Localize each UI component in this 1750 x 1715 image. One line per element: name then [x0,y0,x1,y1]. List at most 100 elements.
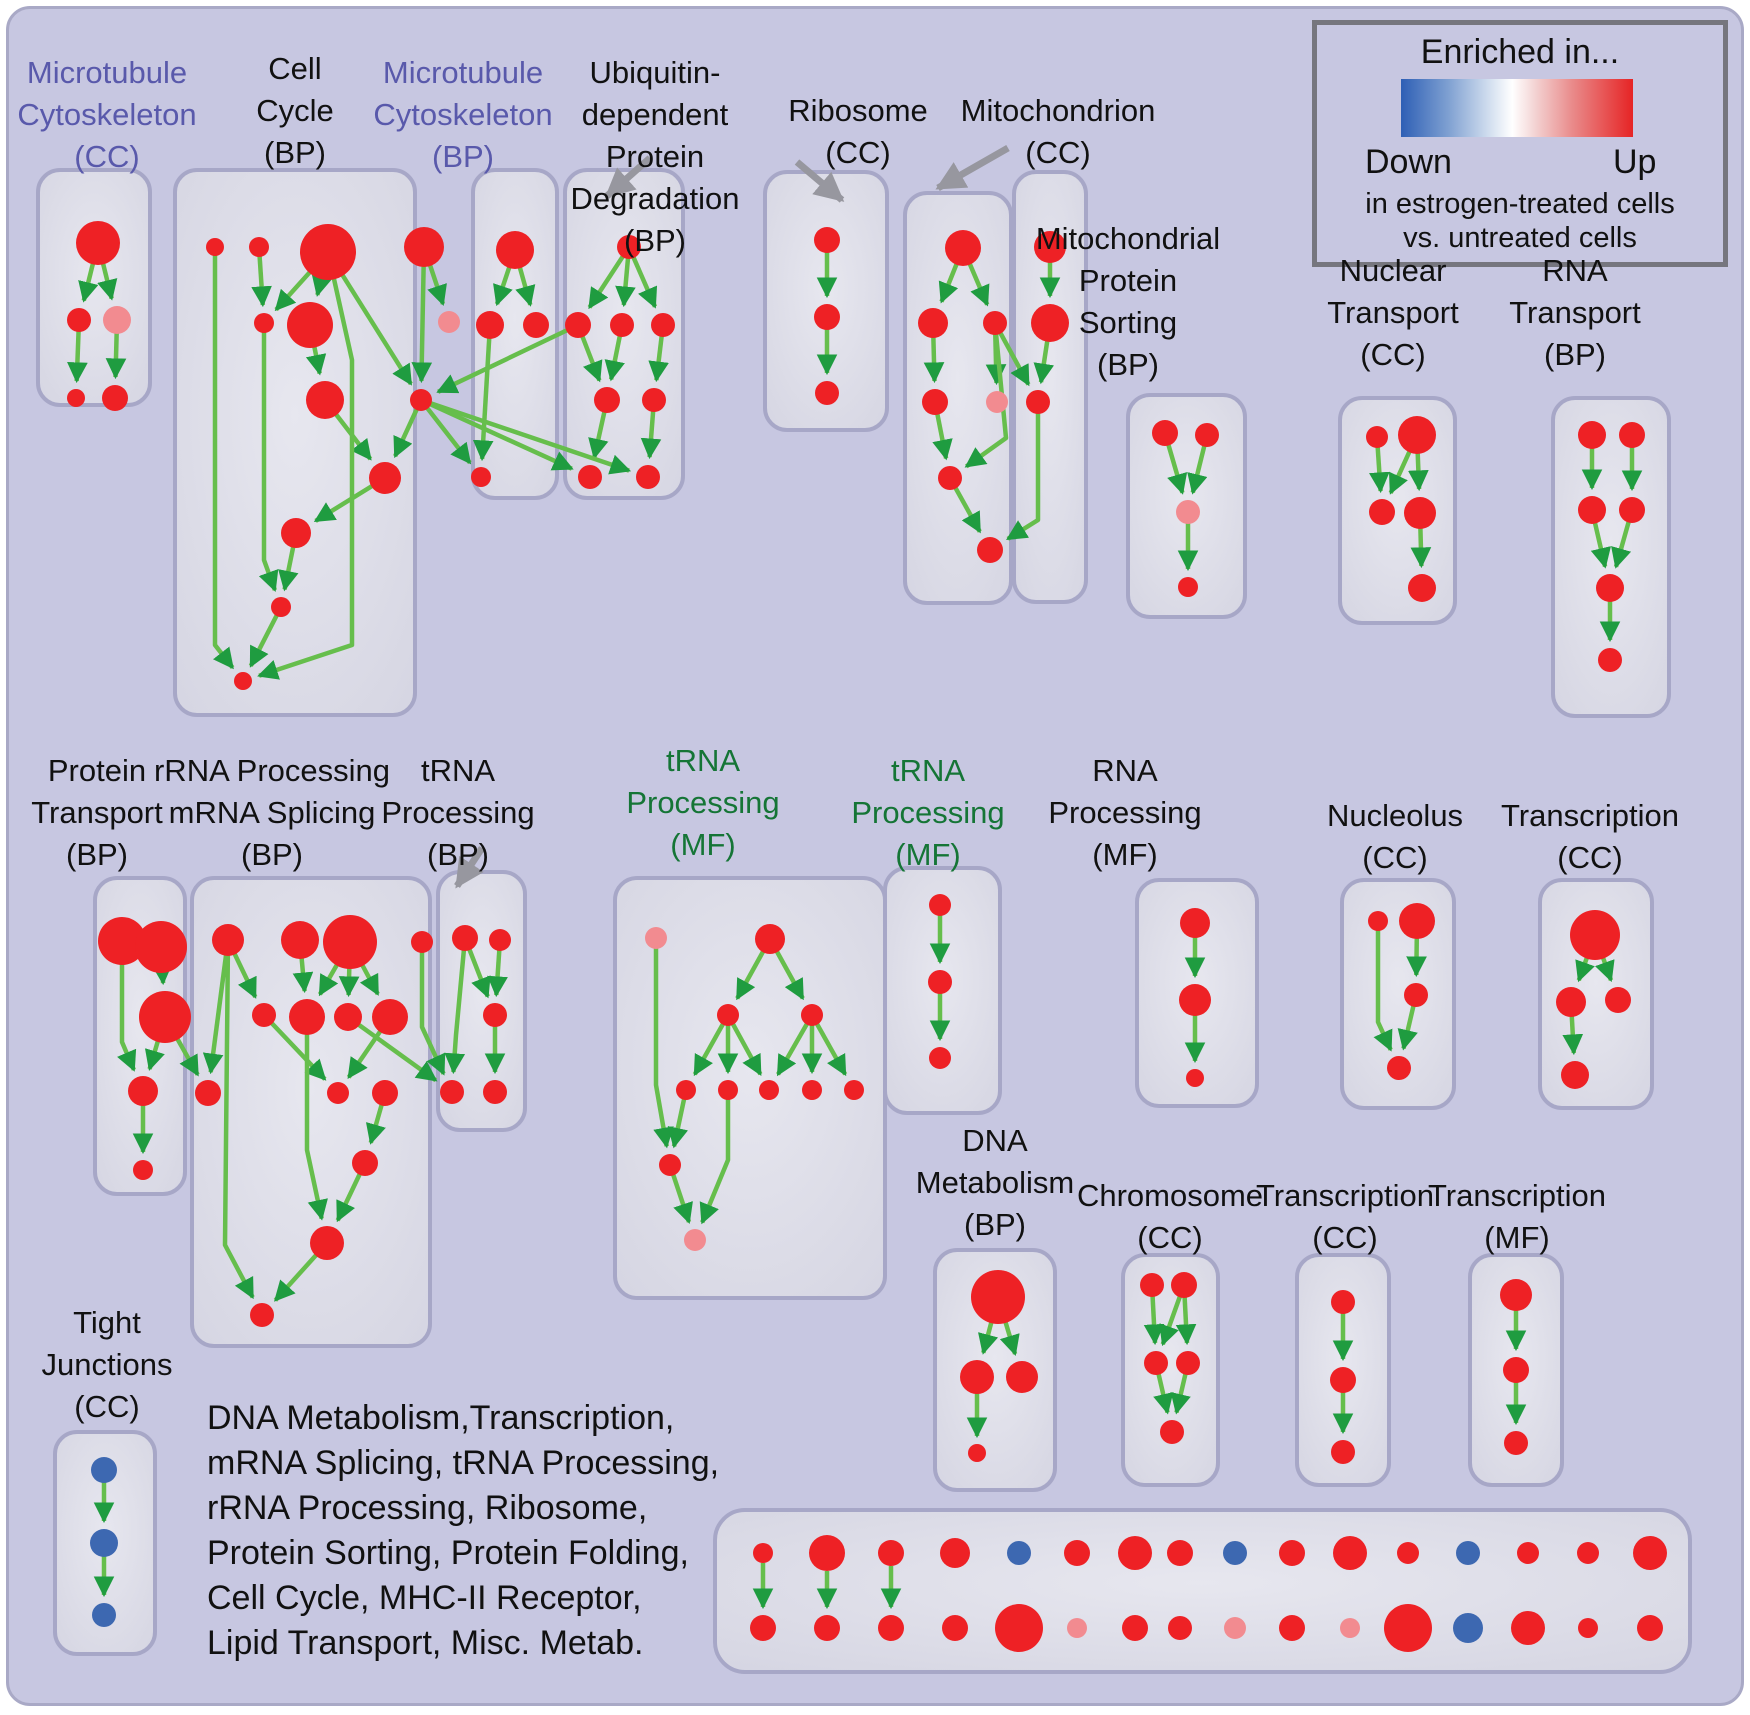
misc-enrichment-grid-col-12-top-node [1456,1541,1480,1565]
mitochondrial-protein-sorting-bp-node-1 [1195,423,1219,447]
misc-enrichment-grid-col-9-top-node [1279,1540,1305,1566]
trna-mf-small-node-0 [929,894,951,916]
cell-cycle-bp-node-4 [254,313,274,333]
misc-enrichment-grid-col-13-bottom-node [1511,1611,1545,1645]
edge [472,324,494,462]
rrna-mrna-bp-node-9 [372,1080,398,1106]
nucleolus-cc-node-3 [1387,1056,1411,1080]
annotation-arrows-layer [454,144,1010,889]
protein-transport-bp-node-1 [135,921,187,973]
ribosome-cc-node-5 [938,466,962,490]
ubiquitin-bp-left-node-7 [636,465,660,489]
trna-mf-small-node-1 [928,970,952,994]
legend-caption-line1: in estrogen-treated cells [1365,188,1675,220]
edge [262,1013,327,1081]
misc-enrichment-grid-col-3-bottom-node [942,1615,968,1641]
nucleolus-cc-box [1340,878,1456,1110]
trna-mf-large-node-8 [844,1080,864,1100]
tight-junctions-cc-node-0 [91,1457,117,1483]
dna-metabolism-bp-node-2 [1006,1361,1038,1393]
rna-transport-bp-node-1 [1619,422,1645,448]
microtubule-cytoskeleton-cc-label: Microtubule Cytoskeleton (CC) [17,55,197,174]
edge [222,939,255,1300]
rrna-processing-mrna-splicing-bp-label: rRNA Processing mRNA Splicing (BP) [153,753,391,872]
trna-mf-large-node-5 [718,1080,738,1100]
misc-enrichment-grid-box [713,1508,1692,1674]
protein-transport-bp-node-0 [98,917,146,965]
nuclear-transport-cc-node-2 [1369,499,1395,525]
misc-enrichment-grid-col-7-bottom-node [1168,1616,1192,1640]
misc-enrichment-grid-col-2-top-node [878,1540,904,1566]
misc-enrichment-grid-col-6-top-node [1118,1536,1152,1570]
edge [257,251,355,680]
trna-processing-bp-label: tRNA Processing (BP) [381,753,535,872]
chromosome-cc-node-0 [1140,1273,1164,1297]
cell-cycle-bp-node-10 [281,518,311,548]
tight-junctions-cc-node-2 [92,1603,116,1627]
transcription-mf-label: Transcription (MF) [1427,1178,1607,1255]
chromosome-cc-label: Chromosome (CC) [1076,1178,1264,1255]
transcription-cc-lower-node-0 [1331,1290,1355,1314]
microtubule-cc-node-4 [102,385,128,411]
trna-mf-large-node-0 [645,927,667,949]
nuclear-transport-cc-node-1 [1398,416,1436,454]
trna-mf-large-node-7 [802,1080,822,1100]
misc-enrichment-grid-col-4-top-node [1007,1541,1031,1565]
edge [1373,921,1393,1052]
legend-title: Enriched in... [1420,33,1620,71]
misc-enrichment-grid-col-0-bottom-node [750,1615,776,1641]
cell-cycle-bp-node-2 [300,224,356,280]
misc-enrichment-grid-col-9-bottom-node [1279,1615,1305,1641]
trna-bp-node-2 [483,1003,507,1027]
ubiquitin-dependent-protein-degradation-bp-label: Ubiquitin- dependent Protein Degradation… [570,55,740,258]
misc-enrichment-grid-col-1-bottom-node [814,1615,840,1641]
ribosome-cc-node-1 [918,308,948,338]
cell-cycle-bp-node-7 [410,389,432,411]
rrna-mrna-bp-node-13 [250,1303,274,1327]
misc-enrichment-grid-col-11-bottom-node [1384,1604,1432,1652]
edge [117,941,137,1072]
mitochondrion-cc-node-0 [1034,231,1066,263]
cell-cycle-bp-box [173,168,417,717]
rrna-mrna-bp-node-4 [252,1003,276,1027]
rrna-mrna-bp-node-2 [323,915,377,969]
rrna-mrna-bp-node-1 [281,921,319,959]
microtubule-cc-node-3 [67,389,85,407]
trna-mf-large-node-4 [676,1080,696,1100]
ubiquitin-bp-right-node-0 [814,227,840,253]
edge [810,1013,848,1077]
ribosome-cc-node-4 [986,391,1008,413]
edge [726,1013,763,1077]
microtubule-cc-node-1 [67,308,91,332]
callout-arrow-icon [604,155,653,199]
edge [419,398,472,465]
edge [699,1090,731,1225]
trna-mf-large-node-9 [659,1154,681,1176]
rrna-mrna-bp-node-6 [334,1003,362,1031]
rna-processing-mf-node-1 [1179,984,1211,1016]
misc-enrichment-grid-col-14-top-node [1577,1542,1599,1564]
edge [212,247,235,670]
misc-enrichment-grid-col-8-bottom-node [1224,1617,1246,1639]
misc-enrichment-grid-col-7-top-node [1167,1540,1193,1566]
edge [248,605,284,668]
misc-enrichment-grid-col-10-top-node [1333,1536,1367,1570]
transcription-cc-upper-node-2 [1605,987,1631,1013]
misc-enrichment-grid-col-13-top-node [1517,1542,1539,1564]
ubiquitin-bp-left-node-4 [594,387,620,413]
transcription-cc-upper-label: Transcription (CC) [1500,798,1680,875]
transcription-cc-lower-node-1 [1330,1367,1356,1393]
transcription-cc-upper-node-0 [1570,910,1620,960]
nucleolus-cc-node-2 [1404,983,1428,1007]
mitochondrial-protein-sorting-bp-node-3 [1178,577,1198,597]
misc-enrichment-grid-col-12-bottom-node [1453,1613,1483,1643]
misc-enrichment-grid-col-4-bottom-node [995,1604,1043,1652]
nuclear-transport-cc-label: Nuclear Transport (CC) [1327,253,1459,372]
trna-mf-large-node-3 [801,1004,823,1026]
dna-metabolism-bp-label: DNA Metabolism (BP) [915,1123,1075,1242]
cell-cycle-bp-node-11 [271,597,291,617]
ubiquitin-bp-left-node-5 [642,388,666,412]
rna-transport-bp-label: RNA Transport (BP) [1509,253,1641,372]
cell-cycle-bp-node-9 [369,462,401,494]
ubiquitin-bp-left-node-2 [610,313,634,337]
